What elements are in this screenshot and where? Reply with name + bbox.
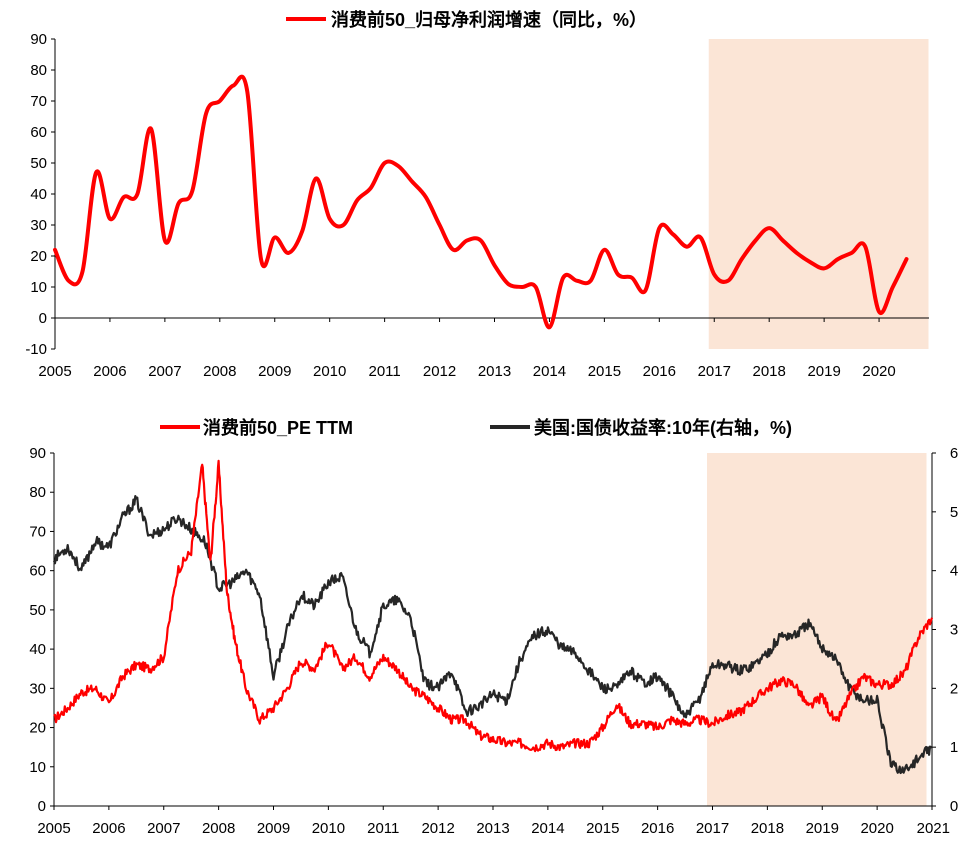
y-left-tick-label: 30 [29,680,46,697]
x-tick-label: 2013 [476,820,509,837]
x-tick-label: 2007 [147,820,180,837]
x-tick-label: 2012 [423,363,456,380]
y-tick-label: 90 [30,31,47,48]
y-tick-label: 40 [30,186,47,203]
legend-label-us-treasury-10y: 美国:国债收益率:10年(右轴，%) [534,417,792,438]
pe-vs-treasury-chart: 0 10 20 30 40 50 60 70 80 90 0 1 2 3 4 5 6 2005 2006 2007… [29,417,958,837]
y-tick-label: 70 [30,93,47,110]
y-tick-label: -10 [25,341,47,358]
y-tick-label: 60 [30,124,47,141]
series-line-pe-ttm [53,459,934,753]
y-right-tick-label: 1 [950,739,958,756]
y-right-tick-label: 4 [950,563,958,580]
y-left-tick-label: 20 [29,720,46,737]
x-tick-label: 2020 [862,363,895,380]
x-tick-label: 2014 [533,363,566,380]
x-tick-label: 2011 [368,363,400,380]
highlight-band [708,39,929,349]
x-tick-label: 2006 [93,363,126,380]
x-tick-label: 2017 [696,820,729,837]
y-left-tick-label: 70 [29,523,46,540]
x-tick-label: 2018 [753,363,786,380]
x-tick-label: 2012 [421,820,454,837]
series-group [52,459,934,775]
y-right-axis-ticks: 0 1 2 3 4 5 6 [932,445,958,815]
legend-label-profit-growth: 消费前50_归母净利润增速（同比，%） [331,9,647,30]
x-tick-label: 2018 [751,820,784,837]
highlight-band [707,453,927,806]
y-tick-label: 0 [39,310,47,327]
x-tick-label: 2011 [367,820,399,837]
series-group [53,74,909,330]
y-left-axis-ticks: 0 10 20 30 40 50 60 70 80 90 [29,445,54,815]
x-tick-label: 2007 [148,363,181,380]
x-tick-label: 2008 [202,820,235,837]
x-tick-label: 2009 [257,820,290,837]
x-tick-label: 2005 [37,820,70,837]
y-tick-label: 80 [30,62,47,79]
y-left-tick-label: 60 [29,563,46,580]
legend-label-pe-ttm: 消费前50_PE TTM [203,417,353,438]
x-tick-label: 2016 [643,363,676,380]
y-left-tick-label: 50 [29,602,46,619]
x-tick-label: 2019 [807,363,840,380]
y-left-tick-label: 80 [29,484,46,501]
y-right-tick-label: 0 [950,798,958,815]
series-line-profit-growth [53,74,909,330]
x-tick-label: 2006 [92,820,125,837]
x-tick-label: 2017 [698,363,731,380]
x-tick-label: 2013 [478,363,511,380]
y-right-tick-label: 6 [950,445,958,462]
y-tick-label: 10 [30,279,47,296]
x-tick-label: 2016 [641,820,674,837]
x-tick-label: 2021 [917,820,950,837]
x-tick-label: 2010 [313,363,346,380]
y-left-tick-label: 0 [38,798,46,815]
y-right-tick-label: 3 [950,622,958,639]
x-tick-label: 2010 [312,820,345,837]
series-line-us-treasury-10y [52,495,933,775]
y-tick-label: 20 [30,248,47,265]
x-tick-label: 2014 [531,820,564,837]
x-tick-label: 2015 [586,820,619,837]
y-tick-label: 30 [30,217,47,234]
x-axis-ticks: 2005 2006 2007 2008 2009 2010 2011 2012 2013 2014… [37,806,950,837]
legend: 消费前50_PE TTM 美国:国债收益率:10年(右轴，%) [160,417,792,438]
y-axis-ticks: -10 0 10 20 30 40 50 60 70 80 90 [25,31,55,358]
y-left-tick-label: 10 [29,759,46,776]
y-left-tick-label: 40 [29,641,46,658]
x-axis-ticks: 2005 2006 2007 2008 2009 2010 2011 2012 2013 2014… [38,318,896,380]
y-left-tick-label: 90 [29,445,46,462]
x-tick-label: 2009 [258,363,291,380]
legend: 消费前50_归母净利润增速（同比，%） [286,9,647,30]
y-tick-label: 50 [30,155,47,172]
x-tick-label: 2020 [860,820,893,837]
x-tick-label: 2019 [806,820,839,837]
x-tick-label: 2015 [588,363,621,380]
y-right-tick-label: 5 [950,504,958,521]
x-tick-label: 2005 [38,363,71,380]
x-tick-label: 2008 [203,363,236,380]
y-right-tick-label: 2 [950,680,958,697]
